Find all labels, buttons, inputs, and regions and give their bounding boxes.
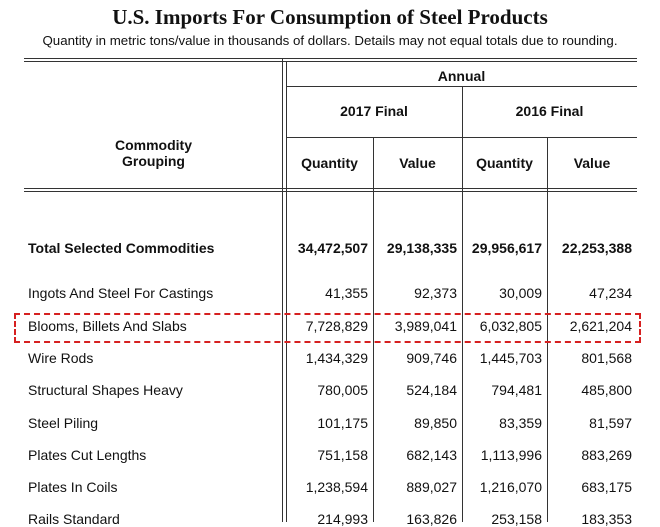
- row-label: Plates Cut Lengths: [28, 447, 147, 463]
- cell-value: 485,800: [581, 382, 632, 398]
- cell-value: 2,621,204: [569, 318, 632, 334]
- cell-value: 41,355: [325, 285, 368, 301]
- cell-value: 22,253,388: [561, 240, 632, 256]
- cell-value: 1,445,703: [479, 350, 542, 366]
- row-label: Ingots And Steel For Castings: [28, 285, 214, 301]
- measure-header: Value: [573, 155, 611, 171]
- row-label: Total Selected Commodities: [28, 240, 215, 256]
- title: U.S. Imports For Consumption of Steel Pr…: [112, 5, 548, 29]
- subtitle: Quantity in metric tons/value in thousan…: [42, 33, 618, 48]
- cell-value: 253,158: [491, 511, 542, 527]
- group-header: Annual: [437, 68, 486, 84]
- measure-header: Quantity: [301, 155, 358, 171]
- period-header: 2016 Final: [515, 103, 584, 119]
- cell-value: 1,216,070: [479, 479, 542, 495]
- cell-value: 163,826: [406, 511, 457, 527]
- rule: [24, 58, 637, 59]
- cell-value: 30,009: [499, 285, 542, 301]
- row-header: Commodity Grouping: [115, 137, 192, 169]
- row-label: Wire Rods: [28, 350, 94, 366]
- rule: [24, 188, 637, 189]
- row-label: Blooms, Billets And Slabs: [28, 318, 187, 334]
- cell-value: 801,568: [581, 350, 632, 366]
- cell-value: 214,993: [317, 511, 368, 527]
- cell-value: 683,175: [581, 479, 632, 495]
- cell-value: 81,597: [589, 415, 632, 431]
- row-label: Rails Standard: [28, 511, 120, 527]
- rule: [286, 86, 637, 87]
- row-label: Plates In Coils: [28, 479, 118, 495]
- measure-header: Quantity: [476, 155, 533, 171]
- rule: [547, 137, 548, 522]
- cell-value: 29,956,617: [471, 240, 542, 256]
- cell-value: 883,269: [581, 447, 632, 463]
- cell-value: 29,138,335: [386, 240, 457, 256]
- cell-value: 47,234: [589, 285, 632, 301]
- rule: [462, 86, 463, 522]
- cell-value: 889,027: [406, 479, 457, 495]
- cell-value: 7,728,829: [305, 318, 368, 334]
- highlight-box: [14, 313, 641, 343]
- cell-value: 1,434,329: [305, 350, 368, 366]
- cell-value: 751,158: [317, 447, 368, 463]
- cell-value: 1,238,594: [305, 479, 368, 495]
- cell-value: 909,746: [406, 350, 457, 366]
- cell-value: 89,850: [414, 415, 457, 431]
- cell-value: 101,175: [317, 415, 368, 431]
- rule: [24, 191, 637, 192]
- row-label: Steel Piling: [28, 415, 99, 431]
- cell-value: 794,481: [491, 382, 542, 398]
- cell-value: 92,373: [414, 285, 457, 301]
- cell-value: 780,005: [317, 382, 368, 398]
- cell-value: 1,113,996: [480, 447, 542, 463]
- rule: [24, 61, 637, 62]
- period-header: 2017 Final: [340, 103, 408, 119]
- rule: [286, 137, 637, 138]
- cell-value: 34,472,507: [297, 240, 368, 256]
- cell-value: 83,359: [499, 415, 542, 431]
- cell-value: 183,353: [581, 511, 632, 527]
- rule: [373, 137, 374, 522]
- row-label: Structural Shapes Heavy: [28, 382, 183, 398]
- measure-header: Value: [399, 155, 436, 171]
- cell-value: 3,989,041: [394, 318, 457, 334]
- rule: [282, 58, 283, 522]
- rule: [286, 61, 287, 522]
- cell-value: 682,143: [406, 447, 457, 463]
- cell-value: 6,032,805: [479, 318, 542, 334]
- cell-value: 524,184: [406, 382, 457, 398]
